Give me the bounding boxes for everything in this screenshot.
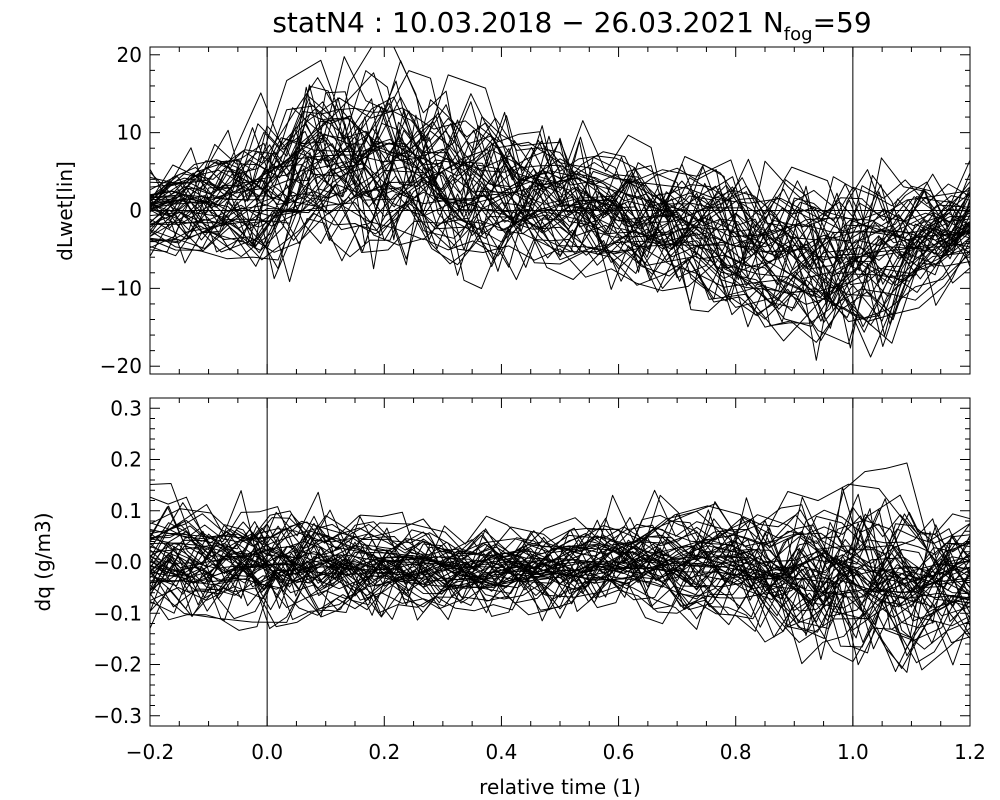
x-tick-label: 0.2 [368,740,400,764]
bottom-panel-y-tick-label: −0.0 [93,550,142,574]
x-tick-label: 0.0 [251,740,283,764]
bottom-panel-ticks [149,398,971,726]
top-panel-series-line [149,163,971,293]
bottom-panel-y-axis-label: dq (g/m3) [31,513,55,612]
bottom-panel-y-tick-label: 0.1 [110,499,142,523]
bottom-panel-series-line [149,564,971,644]
bottom-panel-series-line [149,510,971,577]
bottom-panel-series-line [149,568,971,609]
top-panel-series-line [149,193,971,319]
top-panel-series-line [149,156,971,322]
top-panel-series-line [149,130,971,240]
top-panel-y-tick-label: −20 [100,354,142,378]
bottom-panel-reference-lines [266,398,854,726]
x-tick-label: 0.6 [603,740,635,764]
x-tick-label: 0.4 [486,740,518,764]
x-axis-label: relative time (1) [479,775,641,799]
top-panel-series-line [149,173,971,347]
top-panel-series-line [149,97,971,232]
chart-title-suffix: =59 [813,6,872,39]
chart-title: statN4 : 10.03.2018 − 26.03.2021 Nfog=59 [272,6,871,45]
bottom-panel-traces [149,462,971,673]
bottom-panel-series-line [149,532,971,635]
bottom-panel-series-line [149,494,971,577]
x-tick-label: 1.0 [837,740,869,764]
bottom-panel-series-line [149,515,971,589]
x-tick-label: −0.2 [126,740,175,764]
top-panel-series-line [149,91,971,288]
bottom-panel-y-tick-label: 0.3 [110,396,142,420]
x-tick-label: 1.2 [954,740,986,764]
top-panel-series-line [149,84,971,283]
top-panel-y-tick-label: 10 [117,121,142,145]
bottom-panel-y-tick-label: −0.3 [93,704,142,728]
bottom-panel-series-line [149,539,971,608]
top-panel-traces [149,46,971,361]
bottom-panel-series-line [149,483,971,566]
top-panel: −20 −10 0 10 20 dLwet[lin] [53,43,971,378]
top-panel-series-line [149,191,971,310]
top-panel-series-line [149,128,971,286]
bottom-panel-series-line [149,515,971,559]
bottom-panel-x-tick-labels: −0.2 0.0 0.2 0.4 0.6 0.8 1.0 1.2 [126,740,986,764]
top-panel-y-tick-label: 20 [117,43,142,67]
top-panel-y-tick-labels: −20 −10 0 10 20 [100,43,142,378]
bottom-panel-series-line [149,502,971,595]
top-panel-ticks [149,47,971,374]
x-tick-label: 0.8 [720,740,752,764]
top-panel-series-line [149,70,971,264]
bottom-panel-series-line [149,543,971,594]
chart-title-subscript: fog [784,24,813,45]
top-panel-series-line [149,133,971,297]
top-panel-series-line [149,161,971,344]
bottom-panel-series-line [149,554,971,616]
bottom-panel: −0.3 −0.2 −0.1 −0.0 0.1 0.2 0.3 −0.2 0.0 0.2 0.4 0… [31,396,986,799]
bottom-panel-series-line [149,545,971,666]
top-panel-series-line [149,96,971,270]
top-panel-series-line [149,117,971,358]
top-panel-series-line [149,56,971,237]
top-panel-y-axis-label: dLwet[lin] [53,161,77,261]
top-panel-y-tick-label: −10 [100,276,142,300]
bottom-panel-y-tick-labels: −0.3 −0.2 −0.1 −0.0 0.1 0.2 0.3 [93,396,142,728]
bottom-panel-series-line [149,559,971,673]
bottom-panel-series-line [149,529,971,651]
top-panel-series-line [149,145,971,342]
bottom-panel-series-line [149,532,971,620]
top-panel-series-line [149,196,971,341]
top-panel-y-tick-label: 0 [129,199,142,223]
top-panel-reference-lines [150,47,970,374]
bottom-panel-y-tick-label: 0.2 [110,448,142,472]
bottom-panel-y-tick-label: −0.1 [93,601,142,625]
bottom-panel-series-line [149,556,971,618]
bottom-panel-series-line [149,551,971,673]
bottom-panel-series-line [149,536,971,637]
bottom-panel-series-line [149,551,971,663]
top-panel-series-line [149,131,971,290]
top-panel-series-line [149,136,971,324]
bottom-panel-y-tick-label: −0.2 [93,653,142,677]
top-panel-series-line [149,113,971,255]
top-panel-series-line [149,173,971,277]
bottom-panel-series-line [149,529,971,580]
